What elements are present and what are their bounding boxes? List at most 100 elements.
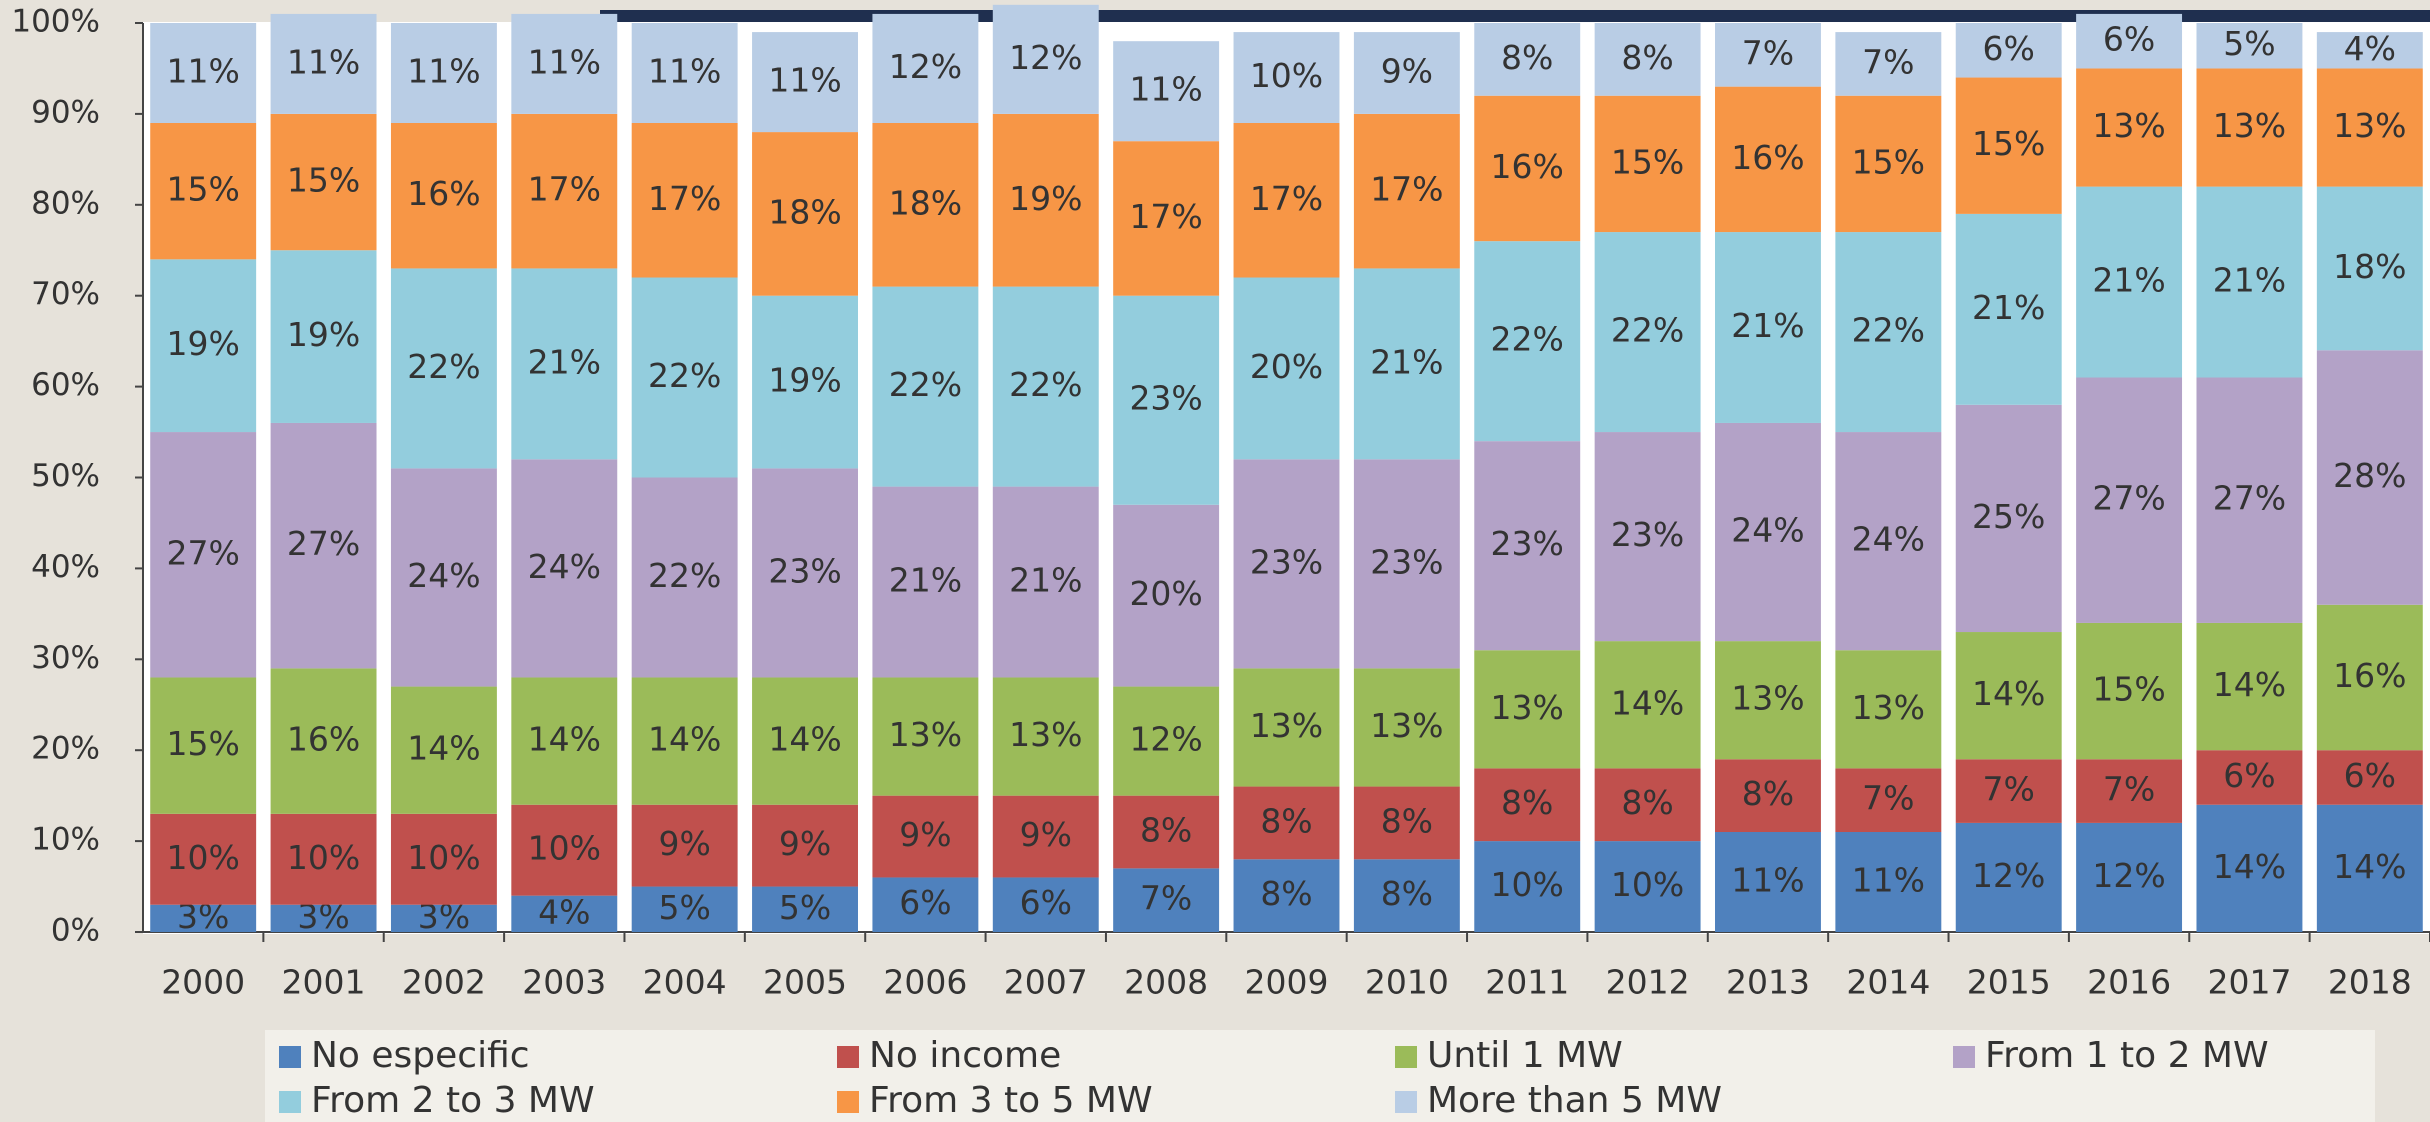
bar-segment (2076, 759, 2183, 823)
bar-segment (2316, 32, 2423, 69)
data-label: 21% (1731, 306, 1804, 345)
data-label: 6% (1020, 883, 1072, 922)
bar-segment (2076, 13, 2183, 69)
data-label: 22% (648, 356, 721, 395)
x-tick-label: 2018 (2328, 963, 2412, 1002)
legend-label: From 1 to 2 MW (1985, 1035, 2269, 1076)
data-label: 19% (768, 361, 841, 400)
data-label: 15% (1972, 124, 2045, 163)
data-label: 10% (528, 829, 601, 868)
bar-segment (270, 422, 377, 669)
legend-swatch (279, 1091, 301, 1113)
data-label: 11% (167, 51, 240, 90)
bar-segment (150, 813, 257, 905)
data-label: 24% (1852, 520, 1925, 559)
bar-segment (1955, 404, 2062, 633)
data-label: 18% (2333, 247, 2406, 286)
data-label: 16% (1491, 147, 1564, 186)
x-tick-label: 2016 (2087, 963, 2171, 1002)
data-label: 15% (167, 724, 240, 763)
bar-segment (150, 122, 257, 260)
x-tick-label: 2008 (1124, 963, 1208, 1002)
bar-segment (511, 13, 618, 114)
bar-segment (2196, 622, 2303, 751)
bar-segment (1715, 422, 1821, 642)
data-label: 14% (2213, 665, 2286, 704)
data-label: 7% (2103, 770, 2155, 809)
x-tick-label: 2005 (763, 963, 847, 1002)
data-label: 27% (287, 524, 360, 563)
data-label: 13% (2092, 106, 2165, 145)
data-label: 10% (1491, 865, 1564, 904)
data-label: 27% (2213, 479, 2286, 518)
data-label: 9% (658, 824, 710, 863)
bar-segment (631, 677, 738, 805)
data-label: 13% (1009, 715, 1082, 754)
data-label: 16% (2333, 656, 2406, 695)
data-label: 23% (1491, 524, 1564, 563)
x-tick-label: 2017 (2207, 963, 2291, 1002)
data-label: 14% (2333, 847, 2406, 886)
bar-segment (511, 268, 618, 460)
bar-segment (752, 886, 858, 932)
x-tick-label: 2002 (402, 963, 486, 1002)
bar-segment (270, 668, 377, 814)
x-tick-label: 2007 (1004, 963, 1088, 1002)
data-label: 13% (889, 715, 962, 754)
x-tick-label: 2013 (1726, 963, 1810, 1002)
data-label: 9% (899, 815, 951, 854)
data-label: 13% (2333, 106, 2406, 145)
data-label: 10% (167, 838, 240, 877)
x-tick-label: 2010 (1365, 963, 1449, 1002)
data-label: 10% (1611, 865, 1684, 904)
bar-segment (752, 32, 858, 133)
bar-segment (872, 486, 979, 678)
data-label: 6% (1983, 29, 2035, 68)
data-label: 22% (648, 556, 721, 595)
bar-segment (1715, 86, 1821, 233)
bar-segment (390, 268, 497, 469)
bar-segment (1113, 295, 1220, 505)
bar-segment (270, 113, 377, 251)
bar-segment (1233, 859, 1340, 932)
bar-segment (150, 904, 257, 932)
data-label: 21% (1972, 288, 2045, 327)
bar-segment (1113, 795, 1220, 869)
legend-swatch (1395, 1046, 1417, 1068)
data-label: 10% (407, 838, 480, 877)
data-label: 12% (2092, 856, 2165, 895)
bar-segment (1474, 23, 1581, 96)
data-label: 17% (1370, 170, 1443, 209)
bar-segment (1113, 504, 1220, 687)
x-tick-label: 2014 (1846, 963, 1930, 1002)
bar-segment (1594, 232, 1701, 433)
bar-segment (1835, 832, 1942, 932)
bar-segment (511, 895, 618, 932)
data-label: 13% (1491, 688, 1564, 727)
bar-segment (1113, 868, 1220, 932)
data-label: 11% (528, 42, 601, 81)
bar-segment (1835, 95, 1942, 233)
bar-segment (1474, 241, 1581, 442)
data-label: 20% (1250, 347, 1323, 386)
bar-segment (1113, 686, 1220, 796)
data-label: 15% (287, 161, 360, 200)
data-label: 13% (1370, 706, 1443, 745)
data-label: 21% (2092, 261, 2165, 300)
bar-segment (150, 677, 257, 814)
bar-segment (872, 13, 979, 123)
data-label: 22% (1009, 365, 1082, 404)
data-label: 4% (538, 892, 590, 931)
bar-segment (631, 804, 738, 887)
y-tick-label: 70% (31, 276, 100, 312)
data-label: 14% (768, 720, 841, 759)
data-label: 23% (1129, 379, 1202, 418)
bar-segment (2196, 377, 2303, 623)
bar-segment (1474, 650, 1581, 769)
bar-segment (2196, 23, 2303, 69)
bar-segment (1353, 459, 1460, 669)
bar-segment (2316, 186, 2423, 351)
data-label: 15% (1852, 142, 1925, 181)
bar-segment (1353, 268, 1460, 460)
data-label: 11% (1852, 861, 1925, 900)
